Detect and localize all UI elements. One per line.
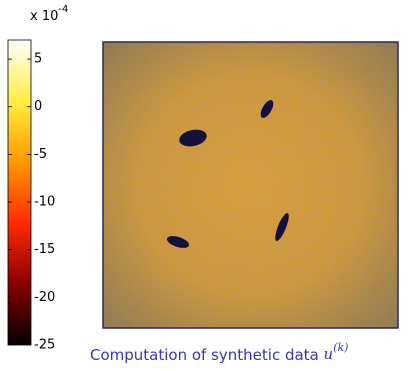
colorbar-tick-label: -25 <box>34 338 55 353</box>
colorbar-tick-label: 0 <box>34 99 42 114</box>
caption: Computation of synthetic data u(k) <box>90 341 348 364</box>
colorbar-tick-label: -10 <box>34 195 55 210</box>
colorbar-tick-label: 5 <box>34 52 42 67</box>
image-frame <box>102 41 399 329</box>
inclusion <box>275 213 289 241</box>
colorbar-exponent-label: x 10-4 <box>30 4 68 24</box>
colorbar-tick-label: -20 <box>34 290 55 305</box>
colorbar-tick-label: -15 <box>34 242 55 257</box>
colorbar-tick-label: -5 <box>34 147 47 162</box>
colorbar-base: x 10 <box>30 9 58 24</box>
colorbar-exponent: -4 <box>58 4 68 15</box>
caption-math: u <box>324 345 334 363</box>
inclusion <box>179 129 207 147</box>
noise-field <box>103 42 398 328</box>
inclusion <box>260 100 274 118</box>
inclusion <box>166 236 190 248</box>
caption-text: Computation of synthetic data <box>90 346 319 364</box>
colorbar <box>7 39 32 346</box>
caption-superscript: (k) <box>333 341 348 354</box>
synthetic-image <box>102 41 399 329</box>
